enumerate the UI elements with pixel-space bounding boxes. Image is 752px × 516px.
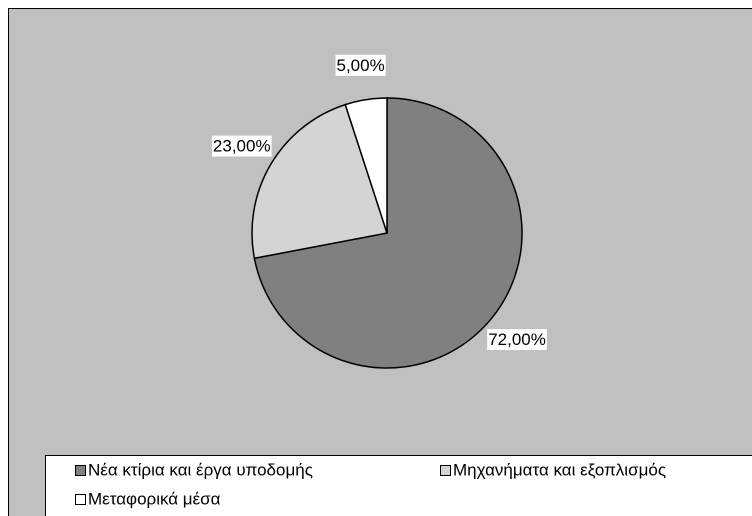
legend-marker (75, 465, 86, 476)
pie-slice (253, 97, 523, 369)
legend-box (45, 455, 752, 516)
data-label: 72,00% (488, 330, 546, 349)
legend-marker (75, 494, 86, 505)
data-label: 5,00% (337, 56, 385, 75)
data-label: 23,00% (213, 137, 271, 156)
legend-label: Μηχανήματα και εξοπλισμός (453, 460, 666, 479)
pie-slice (344, 97, 388, 234)
data-label-bg (335, 54, 386, 76)
legend-marker (440, 465, 451, 476)
data-label-bg (211, 135, 272, 157)
legend-label: Νέα κτίρια και έργα υποδομής (88, 460, 313, 479)
legend-label: Μεταφορικά μέσα (88, 489, 221, 508)
pie-slice (251, 103, 388, 260)
data-label-bg (487, 329, 547, 351)
